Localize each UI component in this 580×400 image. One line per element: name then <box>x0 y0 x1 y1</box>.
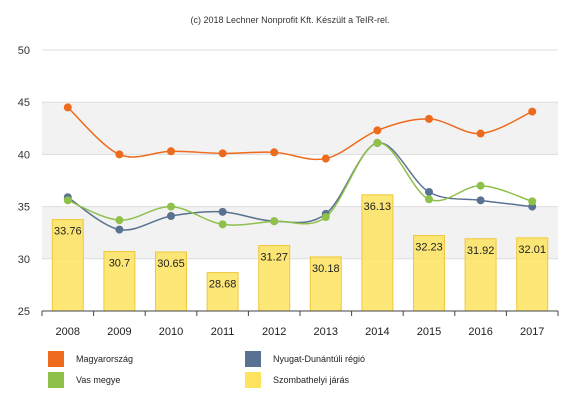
bar-data-label: 32.23 <box>415 242 443 254</box>
x-tick-label: 2012 <box>262 326 286 338</box>
legend-swatch-szombathelyi-jaras <box>245 372 261 388</box>
legend-swatch-vas-megye <box>48 372 64 388</box>
x-tick-label: 2016 <box>468 326 492 338</box>
series-point <box>321 213 330 222</box>
series-point <box>425 195 433 204</box>
series-point <box>63 196 72 205</box>
bar <box>516 237 549 312</box>
bar-data-label: 31.92 <box>467 245 495 257</box>
legend-label: Nyugat-Dunántúli régió <box>273 354 366 364</box>
bar-data-label: 31.27 <box>260 252 288 264</box>
bar-data-label: 30.18 <box>312 263 340 275</box>
bar-data-label: 36.13 <box>364 201 392 213</box>
series-point <box>167 211 175 220</box>
grid-band <box>42 154 558 207</box>
bar-data-label: 32.01 <box>518 244 546 256</box>
x-tick-label: 2010 <box>159 326 183 338</box>
series-point <box>425 114 433 123</box>
bar <box>309 256 342 312</box>
series-line <box>67 106 533 161</box>
series-point <box>218 149 227 158</box>
x-tick-label: 2017 <box>520 326 544 338</box>
x-tick-label: 2008 <box>56 326 80 338</box>
series-point <box>476 181 485 190</box>
x-tick-label: 2013 <box>314 326 338 338</box>
bar <box>258 245 291 312</box>
series-point <box>63 103 72 112</box>
x-tick-label: 2014 <box>365 326 389 338</box>
legend-item-nyugat-dunantuli-regio[interactable]: Nyugat-Dunántúli régió <box>245 351 365 367</box>
y-tick-label: 50 <box>18 45 30 57</box>
series-point <box>321 154 330 163</box>
series-point <box>218 207 227 216</box>
x-tick-label: 2011 <box>211 326 235 338</box>
bar <box>413 235 445 312</box>
legend-swatch-nyugat-dunantuli-regio <box>245 351 261 367</box>
series-point <box>476 129 485 138</box>
grid-band <box>42 102 558 155</box>
legend-item-magyarorszag[interactable]: Magyarország <box>48 351 133 367</box>
series-point <box>115 150 124 159</box>
series-point <box>373 138 382 147</box>
series-line <box>67 142 533 231</box>
series-point <box>115 216 124 225</box>
y-tick-label: 25 <box>18 306 30 318</box>
series-point <box>218 220 227 229</box>
bar <box>103 250 136 312</box>
grid-band <box>42 50 558 103</box>
legend-label: Magyarország <box>76 354 134 364</box>
chart-plot: 25 30 35 40 45 50 33.76 30.7 30.65 28.68 31.27 30.1… <box>18 45 559 338</box>
bar <box>464 238 497 312</box>
series-point <box>167 147 175 156</box>
bar <box>51 219 84 312</box>
series-point <box>425 187 433 196</box>
series-point <box>476 196 485 205</box>
bar <box>361 194 394 312</box>
series-point <box>167 202 175 211</box>
y-tick-label: 35 <box>18 202 30 214</box>
legend-label: Vas megye <box>76 375 121 385</box>
series-point <box>115 225 124 234</box>
y-tick-label: 45 <box>18 97 30 109</box>
series-line <box>67 142 533 226</box>
bar-data-label: 30.7 <box>109 257 130 269</box>
legend-item-szombathelyi-jaras[interactable]: Szombathelyi járás <box>245 372 349 388</box>
chart-legend: Magyarország Nyugat-Dunántúli régió Vas … <box>0 345 580 395</box>
series-point <box>528 197 537 206</box>
legend-label: Szombathelyi járás <box>273 375 350 385</box>
legend-item-vas-megye[interactable]: Vas megye <box>48 372 120 388</box>
y-tick-label: 40 <box>18 149 30 161</box>
chart-credit: (c) 2018 Lechner Nonprofit Kft. Készült … <box>190 15 390 25</box>
series-point <box>270 148 279 157</box>
legend-swatch-magyarorszag <box>48 351 64 367</box>
bar-data-label: 30.65 <box>157 258 185 270</box>
x-tick-label: 2015 <box>417 326 441 338</box>
bar <box>155 251 187 312</box>
series-point <box>270 217 279 226</box>
series-point <box>528 107 537 116</box>
y-tick-label: 30 <box>18 254 30 266</box>
series-point <box>373 126 382 135</box>
bar-data-label: 28.68 <box>209 279 237 291</box>
bar-data-label: 33.76 <box>54 226 82 238</box>
bar <box>206 272 239 312</box>
x-tick-label: 2009 <box>107 326 131 338</box>
